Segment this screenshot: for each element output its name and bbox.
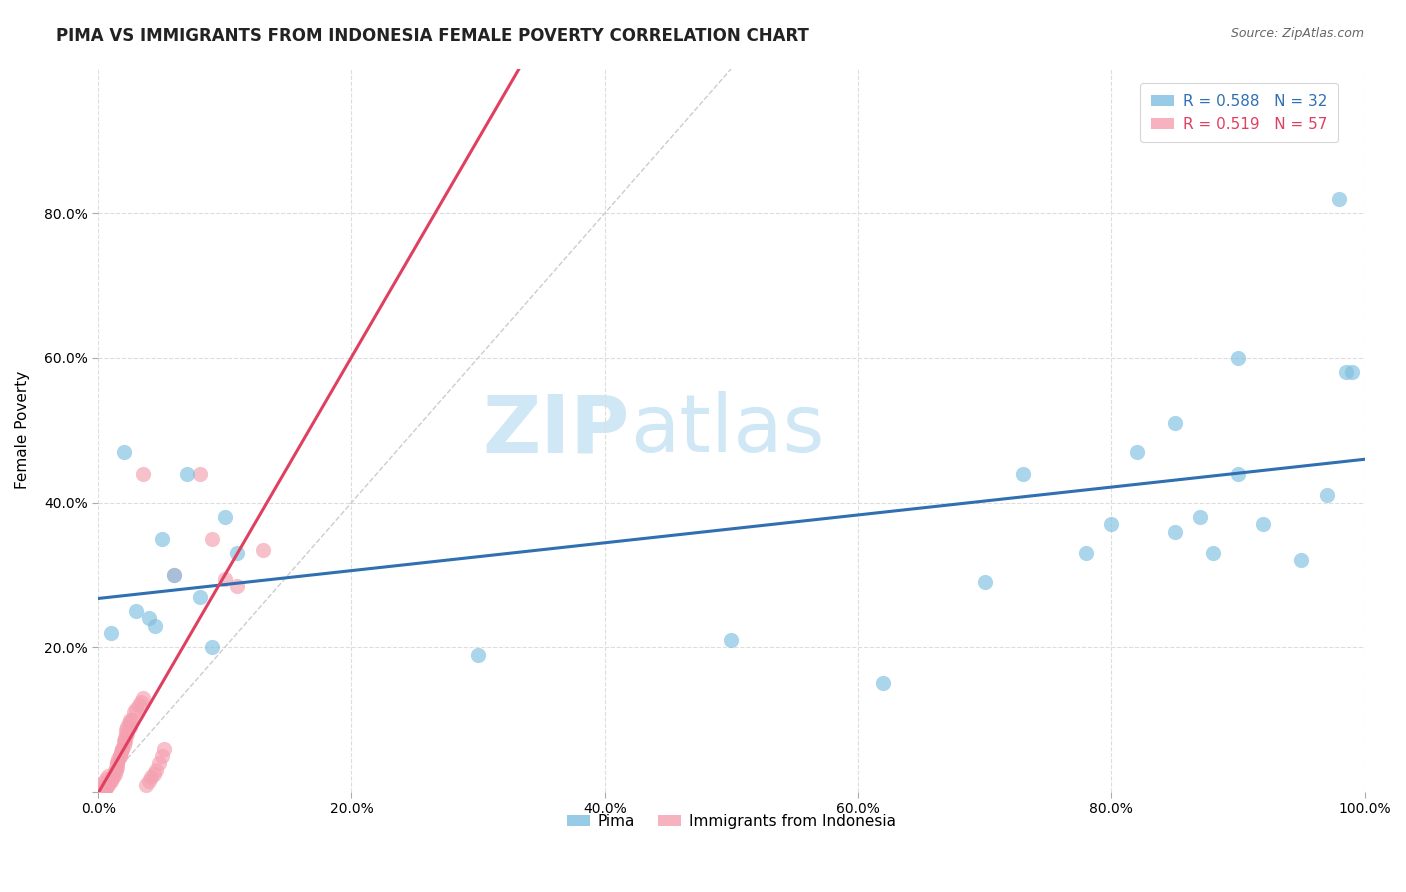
Point [148, 756, 170, 770]
Point [188, 467, 211, 481]
Point [105, 756, 128, 770]
Point [1329, 192, 1351, 206]
Point [114, 734, 136, 748]
Point [135, 778, 157, 792]
Point [117, 716, 139, 731]
Point [201, 640, 224, 655]
Point [150, 532, 173, 546]
Point [973, 575, 995, 590]
Point [91, 776, 114, 790]
Point [94, 772, 117, 786]
Point [176, 467, 198, 481]
Point [1316, 488, 1339, 502]
Point [1099, 517, 1122, 532]
Point [115, 723, 138, 738]
Legend: Pima, Immigrants from Indonesia: Pima, Immigrants from Indonesia [561, 808, 901, 835]
Point [141, 771, 163, 785]
Point [1334, 365, 1357, 379]
Point [153, 741, 176, 756]
Point [226, 546, 249, 560]
Point [214, 572, 236, 586]
Point [91, 780, 114, 794]
Point [1341, 365, 1364, 379]
Point [121, 713, 143, 727]
Point [1011, 467, 1033, 481]
Point [1253, 517, 1275, 532]
Point [125, 702, 148, 716]
Point [1227, 467, 1250, 481]
Point [1163, 416, 1185, 430]
Point [108, 748, 131, 763]
Point [112, 734, 135, 748]
Point [1227, 351, 1250, 365]
Point [111, 741, 134, 756]
Point [103, 771, 125, 785]
Point [104, 767, 127, 781]
Point [125, 604, 148, 618]
Point [128, 698, 150, 713]
Point [105, 759, 128, 773]
Point [117, 727, 139, 741]
Point [118, 713, 141, 727]
Point [107, 752, 129, 766]
Point [122, 706, 145, 720]
Point [90, 782, 112, 797]
Point [1163, 524, 1185, 539]
Point [1189, 510, 1212, 524]
Text: atlas: atlas [630, 392, 824, 469]
Point [100, 774, 122, 789]
Point [94, 781, 117, 796]
Point [214, 510, 236, 524]
Point [114, 731, 136, 745]
Point [145, 764, 167, 778]
Point [117, 720, 139, 734]
Point [720, 633, 742, 648]
Point [872, 676, 894, 690]
Point [226, 579, 249, 593]
Point [1202, 546, 1225, 560]
Point [1074, 546, 1097, 560]
Point [96, 778, 118, 792]
Point [138, 774, 160, 789]
Point [110, 745, 132, 759]
Point [252, 542, 274, 557]
Point [142, 767, 165, 781]
Point [150, 748, 173, 763]
Point [188, 590, 211, 604]
Point [104, 764, 127, 778]
Text: PIMA VS IMMIGRANTS FROM INDONESIA FEMALE POVERTY CORRELATION CHART: PIMA VS IMMIGRANTS FROM INDONESIA FEMALE… [56, 27, 808, 45]
Point [112, 445, 135, 459]
Text: Source: ZipAtlas.com: Source: ZipAtlas.com [1230, 27, 1364, 40]
Point [163, 568, 186, 582]
Point [98, 774, 121, 789]
Point [138, 611, 160, 625]
Point [163, 568, 186, 582]
Point [201, 532, 224, 546]
Point [97, 769, 120, 783]
Point [100, 625, 122, 640]
Point [104, 764, 127, 778]
Point [112, 738, 135, 752]
Point [143, 618, 166, 632]
Point [1291, 553, 1313, 567]
Point [129, 694, 152, 708]
Point [1125, 445, 1147, 459]
Point [93, 781, 115, 796]
Point [115, 727, 138, 741]
Point [105, 756, 128, 770]
Point [101, 771, 124, 785]
Point [108, 748, 131, 763]
Y-axis label: Female Poverty: Female Poverty [15, 371, 30, 490]
Point [131, 467, 153, 481]
Point [111, 741, 134, 756]
Point [118, 720, 141, 734]
Point [131, 690, 153, 705]
Point [97, 778, 120, 792]
Text: ZIP: ZIP [482, 392, 630, 469]
Point [467, 648, 489, 662]
